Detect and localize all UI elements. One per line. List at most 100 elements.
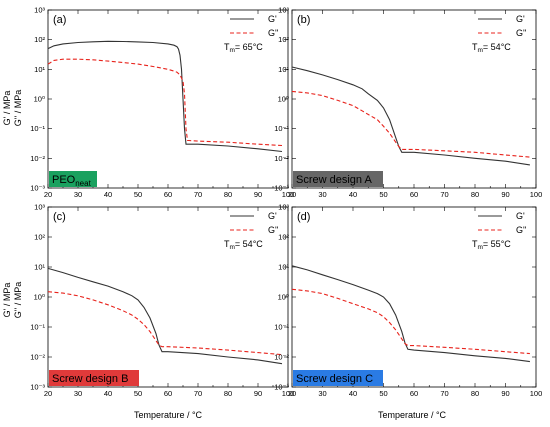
legend-label-g-double-prime: G'' bbox=[268, 225, 279, 235]
y-tick-label: 10⁰ bbox=[34, 95, 45, 104]
y-tick-label: 10⁻³ bbox=[30, 383, 45, 392]
x-tick-label: 40 bbox=[104, 389, 112, 398]
y-axis-title-bottom: G' / MPa G'' / MPa bbox=[2, 282, 23, 318]
x-tick-label: 90 bbox=[501, 190, 509, 199]
x-tick-label: 70 bbox=[440, 190, 448, 199]
x-tick-label: 30 bbox=[318, 389, 326, 398]
series-g-double-prime-line bbox=[47, 291, 283, 356]
sample-badge bbox=[49, 171, 97, 187]
plot-frame bbox=[291, 206, 537, 388]
y-axis-title-line1: G' / MPa bbox=[2, 91, 12, 126]
x-tick-label: 20 bbox=[44, 389, 52, 398]
y-tick-label: 10⁰ bbox=[34, 293, 45, 302]
x-tick-label: 60 bbox=[164, 389, 172, 398]
panel-b: 20 30 40 50 60 70 80 90 10010⁻³10⁻²10⁻¹10⁰10¹10²… bbox=[274, 6, 542, 200]
legend-label-g-double-prime: G'' bbox=[516, 28, 527, 38]
panel-label: (b) bbox=[297, 14, 310, 26]
x-tick-label: 40 bbox=[349, 389, 357, 398]
y-tick-label: 10⁻¹ bbox=[30, 124, 45, 133]
series-g-double-prime-line bbox=[47, 58, 283, 147]
y-tick-label: 10¹ bbox=[34, 263, 45, 272]
panel-d: 20 30 40 50 60 70 80 90 10010⁻³10⁻²10⁻¹10⁰10¹10²… bbox=[274, 203, 542, 399]
x-axis-title-right: Temperature / °C bbox=[378, 410, 447, 420]
sample-badge-label: Screw design B bbox=[52, 373, 128, 385]
x-tick-label: 50 bbox=[379, 190, 387, 199]
sample-badge bbox=[293, 370, 383, 386]
series-g-prime-line bbox=[47, 267, 283, 365]
legend-label-g-prime: G' bbox=[516, 211, 525, 221]
y-tick-label: 10⁻³ bbox=[274, 383, 289, 392]
x-tick-label: 60 bbox=[164, 190, 172, 199]
x-tick-label: 50 bbox=[134, 190, 142, 199]
series-g-double-prime-line bbox=[291, 288, 530, 355]
x-tick-label: 100 bbox=[282, 389, 295, 398]
plot-frame bbox=[291, 9, 537, 189]
y-tick-label: 10⁻¹ bbox=[274, 124, 289, 133]
y-tick-label: 10⁻³ bbox=[30, 184, 45, 193]
x-tick-label: 70 bbox=[194, 190, 202, 199]
y-tick-label: 10⁻² bbox=[274, 353, 289, 362]
x-tick-label: 80 bbox=[224, 389, 232, 398]
y-tick-label: 10⁻² bbox=[30, 353, 45, 362]
y-tick-label: 10¹ bbox=[34, 65, 45, 74]
y-tick-label: 10⁰ bbox=[278, 293, 289, 302]
y-axis-title-line2: G'' / MPa bbox=[13, 282, 23, 318]
y-tick-label: 10¹ bbox=[278, 65, 289, 74]
plot-frame bbox=[47, 9, 289, 189]
sample-badge-label: PEOneat bbox=[52, 174, 92, 188]
x-tick-label: 50 bbox=[134, 389, 142, 398]
panels: 20 30 40 50 60 70 80 90 10010⁻³10⁻²10⁻¹10⁰10¹10²… bbox=[30, 6, 542, 399]
legend-label-g-double-prime: G'' bbox=[268, 28, 279, 38]
y-tick-label: 10⁻² bbox=[30, 154, 45, 163]
x-tick-label: 40 bbox=[349, 190, 357, 199]
y-axis-title-line2: G'' / MPa bbox=[13, 90, 23, 126]
sample-badge-label: Screw design A bbox=[296, 174, 372, 186]
x-tick-label: 80 bbox=[471, 389, 479, 398]
melting-temperature-label: Tm= 54°C bbox=[472, 42, 511, 54]
x-tick-label: 20 bbox=[288, 190, 296, 199]
melting-temperature-label: Tm= 54°C bbox=[224, 239, 263, 251]
x-tick-label: 90 bbox=[501, 389, 509, 398]
y-tick-label: 10⁻¹ bbox=[274, 323, 289, 332]
x-tick-label: 50 bbox=[379, 389, 387, 398]
x-tick-label: 100 bbox=[282, 190, 295, 199]
x-tick-label: 40 bbox=[104, 190, 112, 199]
panel-label: (a) bbox=[53, 14, 66, 26]
y-tick-label: 10² bbox=[278, 35, 289, 44]
x-tick-label: 90 bbox=[254, 389, 262, 398]
x-tick-label: 90 bbox=[254, 190, 262, 199]
legend-label-g-prime: G' bbox=[268, 211, 277, 221]
series-g-prime-line bbox=[47, 40, 283, 153]
legend-label-g-double-prime: G'' bbox=[516, 225, 527, 235]
y-axis-title-line1: G' / MPa bbox=[2, 283, 12, 318]
y-tick-label: 10¹ bbox=[278, 263, 289, 272]
x-tick-label: 70 bbox=[440, 389, 448, 398]
series-g-prime-line bbox=[291, 66, 530, 166]
y-tick-label: 10³ bbox=[278, 203, 289, 212]
series-g-prime-line bbox=[291, 265, 530, 363]
panel-a: 20 30 40 50 60 70 80 90 100 10⁻³ 10⁻² 10⁻¹ 10⁰ 10¹ 10²… bbox=[30, 6, 294, 200]
x-tick-label: 30 bbox=[74, 190, 82, 199]
sample-badge-label: Screw design C bbox=[296, 373, 373, 385]
x-tick-label: 20 bbox=[288, 389, 296, 398]
legend-label-g-prime: G' bbox=[268, 14, 277, 24]
melting-temperature-label: Tm= 65°C bbox=[224, 42, 263, 54]
sample-badge bbox=[49, 370, 139, 386]
y-tick-label: 10³ bbox=[278, 6, 289, 15]
x-tick-label: 100 bbox=[530, 190, 543, 199]
x-tick-label: 80 bbox=[224, 190, 232, 199]
y-tick-label: 10³ bbox=[34, 203, 45, 212]
y-tick-label: 10⁻¹ bbox=[30, 323, 45, 332]
y-tick-label: 10² bbox=[278, 233, 289, 242]
x-tick-label: 60 bbox=[410, 190, 418, 199]
y-tick-label: 10² bbox=[34, 35, 45, 44]
panel-label: (c) bbox=[53, 211, 66, 223]
x-tick-label: 30 bbox=[318, 190, 326, 199]
x-tick-label: 100 bbox=[530, 389, 543, 398]
x-tick-label: 30 bbox=[74, 389, 82, 398]
y-tick-label: 10³ bbox=[34, 6, 45, 15]
y-tick-label: 10⁻² bbox=[274, 154, 289, 163]
x-tick-label: 20 bbox=[44, 190, 52, 199]
x-tick-label: 60 bbox=[410, 389, 418, 398]
